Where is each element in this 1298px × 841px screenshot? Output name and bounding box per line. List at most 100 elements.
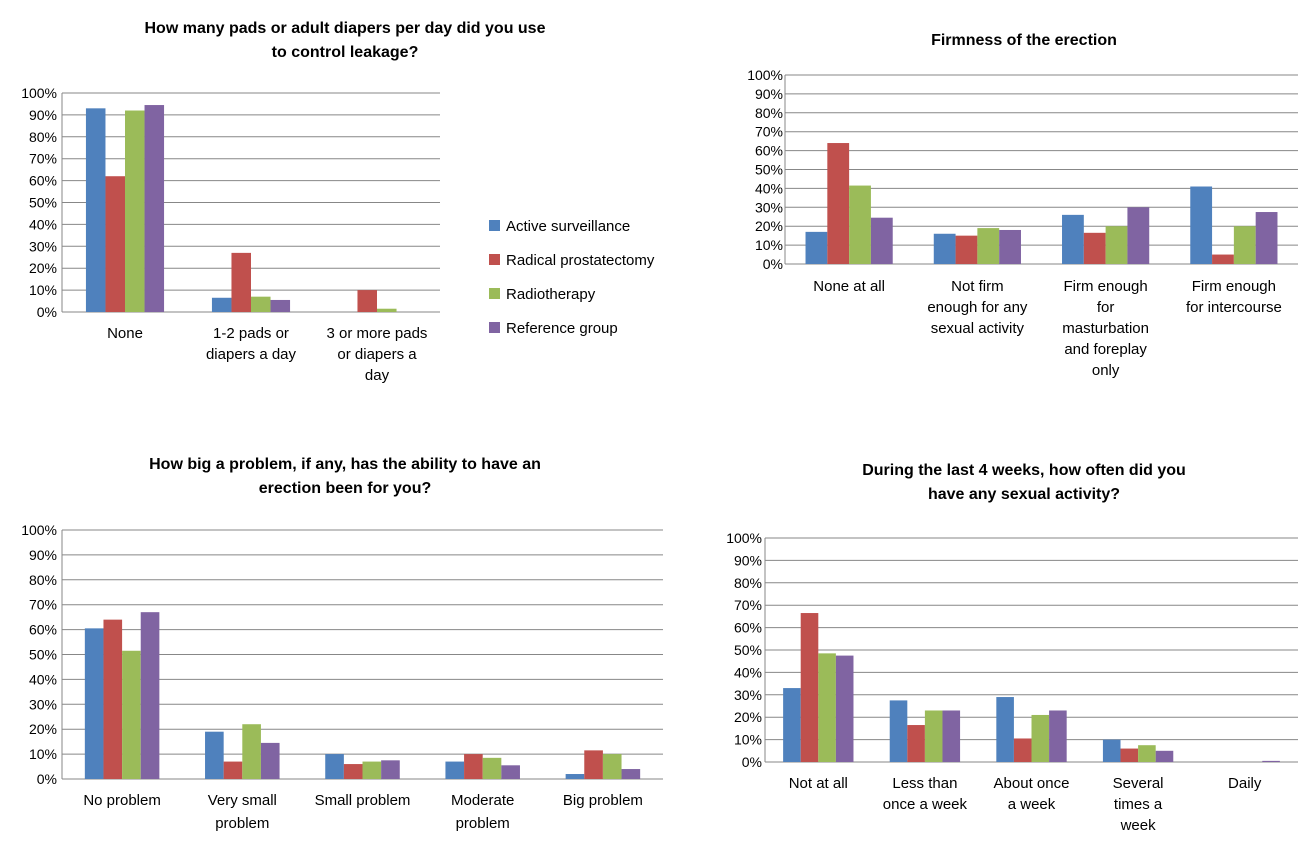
bar-problem-cat1-series3 <box>260 742 280 779</box>
y-tick-label: 100% <box>747 67 783 83</box>
bar-activity-cat3-series0 <box>1102 739 1121 762</box>
chart-problem: How big a problem, if any, has the abili… <box>21 456 663 832</box>
y-tick-label: 30% <box>29 696 57 712</box>
category-label: About once <box>994 775 1070 792</box>
bar-activity-cat0-series0 <box>783 688 801 762</box>
bar-firmness-cat1-series3 <box>999 229 1021 264</box>
y-tick-label: 60% <box>29 622 57 638</box>
category-label: None at all <box>813 278 885 295</box>
bar-activity-cat3-series2 <box>1138 745 1156 762</box>
category-label: problem <box>456 815 510 832</box>
y-tick-label: 90% <box>29 107 57 123</box>
bar-pads-cat1-series2 <box>251 296 271 312</box>
category-label: day <box>365 367 390 384</box>
bar-problem-cat0-series1 <box>103 619 123 779</box>
category-label: Big problem <box>563 792 643 809</box>
y-tick-label: 10% <box>29 282 57 298</box>
y-tick-label: 0% <box>742 754 762 770</box>
y-tick-label: 100% <box>21 522 57 538</box>
y-tick-label: 70% <box>734 597 762 613</box>
bar-firmness-cat3-series2 <box>1233 226 1256 264</box>
bar-problem-cat0-series2 <box>122 650 141 779</box>
category-label: Firm enough <box>1192 278 1276 295</box>
y-tick-label: 20% <box>29 260 57 276</box>
y-tick-label: 40% <box>29 216 57 232</box>
chart-title: have any sexual activity? <box>928 486 1120 503</box>
y-tick-label: 90% <box>29 547 57 563</box>
y-tick-label: 70% <box>755 124 783 140</box>
bar-firmness-cat1-series1 <box>955 235 978 264</box>
category-label: for intercourse <box>1186 299 1282 316</box>
y-tick-label: 10% <box>734 732 762 748</box>
y-tick-label: 50% <box>29 195 57 211</box>
bar-problem-cat3-series3 <box>501 765 520 779</box>
y-tick-label: 20% <box>29 721 57 737</box>
y-tick-label: 0% <box>37 771 57 787</box>
category-label: week <box>1120 817 1157 834</box>
legend: Active surveillance Radical prostatectomy… <box>489 218 655 337</box>
y-tick-label: 50% <box>755 162 783 178</box>
bar-activity-cat2-series0 <box>996 697 1014 762</box>
y-tick-label: 20% <box>734 709 762 725</box>
chart-title: to control leakage? <box>272 44 419 61</box>
category-label: Small problem <box>315 792 411 809</box>
y-tick-label: 10% <box>29 746 57 762</box>
y-tick-label: 40% <box>755 180 783 196</box>
bar-firmness-cat3-series1 <box>1212 254 1234 264</box>
chart-title: How many pads or adult diapers per day d… <box>145 20 546 37</box>
chart-title: During the last 4 weeks, how often did y… <box>862 462 1186 479</box>
bar-problem-cat1-series2 <box>242 724 261 779</box>
y-tick-label: 60% <box>755 143 783 159</box>
category-label: Firm enough <box>1064 278 1148 295</box>
bar-activity-cat1-series3 <box>942 710 961 762</box>
chart-firmness: Firmness of the erection 0% 10% 20% 30% 40% 50… <box>747 32 1298 379</box>
bar-activity-cat0-series3 <box>835 655 854 762</box>
y-tick-label: 10% <box>755 237 783 253</box>
category-label: Several <box>1113 775 1164 792</box>
y-tick-label: 50% <box>29 647 57 663</box>
y-tick-label: 80% <box>755 105 783 121</box>
y-tick-label: 40% <box>734 664 762 680</box>
y-tick-label: 0% <box>37 304 57 320</box>
bar-problem-cat0-series3 <box>140 612 160 779</box>
y-tick-label: 60% <box>734 620 762 636</box>
y-tick-label: 80% <box>734 575 762 591</box>
y-tick-label: 60% <box>29 173 57 189</box>
legend-swatch-3 <box>489 322 500 333</box>
chart-activity: During the last 4 weeks, how often did y… <box>726 462 1298 834</box>
bar-problem-cat2-series2 <box>362 761 382 779</box>
bar-problem-cat2-series1 <box>343 764 363 779</box>
y-tick-label: 90% <box>734 552 762 568</box>
category-label: once a week <box>883 796 968 813</box>
category-label: 3 or more pads <box>327 325 428 342</box>
bar-activity-cat1-series1 <box>907 725 925 762</box>
chart-title: Firmness of the erection <box>931 32 1117 49</box>
bar-pads-cat0-series1 <box>105 176 125 312</box>
category-label: for <box>1097 299 1115 316</box>
legend-label: Active surveillance <box>506 218 630 235</box>
bar-problem-cat4-series3 <box>621 769 641 779</box>
y-tick-label: 0% <box>763 256 783 272</box>
y-tick-label: 80% <box>29 129 57 145</box>
y-tick-label: 80% <box>29 572 57 588</box>
bar-activity-cat4-series3 <box>1262 760 1280 762</box>
y-tick-label: 30% <box>29 238 57 254</box>
bar-activity-cat0-series1 <box>800 613 819 762</box>
category-label: Not at all <box>789 775 848 792</box>
category-label: only <box>1092 362 1120 379</box>
bar-firmness-cat2-series3 <box>1127 207 1150 264</box>
bar-activity-cat2-series1 <box>1013 738 1032 762</box>
y-tick-label: 70% <box>29 151 57 167</box>
category-label: Daily <box>1228 775 1262 792</box>
bar-activity-cat1-series0 <box>889 700 908 762</box>
chart-title: How big a problem, if any, has the abili… <box>149 456 541 473</box>
bar-activity-cat0-series2 <box>818 653 836 762</box>
category-label: or diapers a <box>337 346 417 363</box>
bar-firmness-cat0-series3 <box>870 217 893 264</box>
bar-activity-cat2-series3 <box>1049 710 1067 762</box>
category-label: sexual activity <box>931 320 1025 337</box>
y-tick-label: 70% <box>29 597 57 613</box>
category-label: No problem <box>83 792 161 809</box>
bar-firmness-cat0-series1 <box>827 143 850 264</box>
